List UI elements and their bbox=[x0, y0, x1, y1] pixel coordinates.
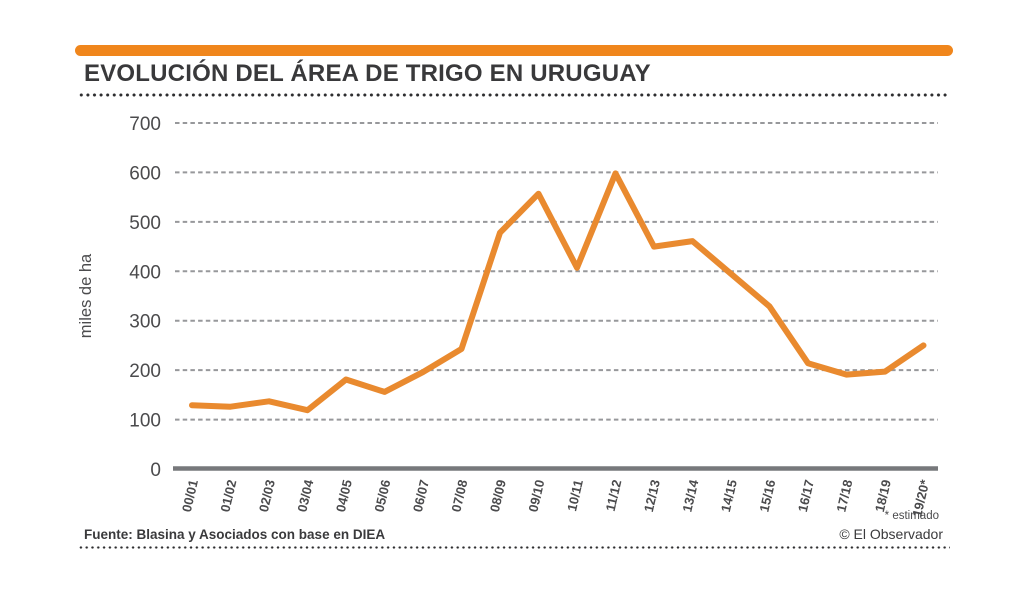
x-tick-label: 04/05 bbox=[333, 478, 355, 513]
credit-text: © El Observador bbox=[839, 526, 943, 542]
x-tick-label: 11/12 bbox=[603, 478, 625, 512]
x-tick-label: 16/17 bbox=[795, 478, 817, 513]
source-text: Fuente: Blasina y Asociados con base en … bbox=[84, 527, 386, 542]
wheat-area-data-line bbox=[189, 170, 927, 414]
y-tick-label: 400 bbox=[129, 262, 161, 283]
x-tick-label: 06/07 bbox=[410, 478, 432, 513]
x-tick-label: 00/01 bbox=[179, 478, 201, 513]
x-tick-label: 05/06 bbox=[371, 478, 393, 513]
y-tick-label: 0 bbox=[150, 460, 161, 481]
x-tick-label: 18/19 bbox=[872, 478, 894, 513]
x-tick-label: 01/02 bbox=[217, 478, 239, 513]
y-tick-label: 300 bbox=[129, 312, 161, 333]
bottom-divider bbox=[78, 546, 950, 550]
x-tick-label: 12/13 bbox=[641, 478, 663, 513]
x-tick-label: 10/11 bbox=[564, 478, 586, 512]
x-tick-label: 13/14 bbox=[679, 478, 701, 514]
x-tick-label: 14/15 bbox=[718, 478, 740, 513]
chart-title: EVOLUCIÓN DEL ÁREA DE TRIGO EN URUGUAY bbox=[84, 60, 651, 87]
y-tick-label: 700 bbox=[129, 114, 161, 135]
estimate-note: * estimado bbox=[884, 510, 939, 522]
y-axis-title: miles de ha bbox=[77, 253, 95, 338]
y-tick-label: 500 bbox=[129, 213, 161, 234]
x-tick-label: 08/09 bbox=[487, 478, 509, 513]
y-tick-label: 200 bbox=[129, 361, 161, 382]
y-tick-label: 600 bbox=[129, 163, 161, 184]
y-tick-label: 100 bbox=[129, 411, 161, 432]
x-tick-label: 09/10 bbox=[525, 478, 547, 513]
accent-bar bbox=[75, 45, 953, 56]
x-tick-label: 07/08 bbox=[448, 478, 470, 513]
x-tick-label: 15/16 bbox=[756, 478, 778, 513]
x-tick-label: 02/03 bbox=[256, 478, 278, 513]
title-divider bbox=[78, 93, 948, 97]
x-tick-label: 17/18 bbox=[833, 478, 855, 513]
x-tick-label: 03/04 bbox=[294, 478, 316, 514]
